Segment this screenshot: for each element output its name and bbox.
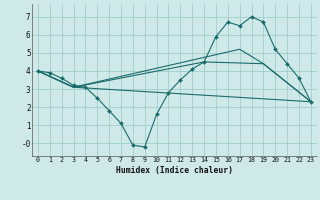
X-axis label: Humidex (Indice chaleur): Humidex (Indice chaleur) <box>116 166 233 175</box>
